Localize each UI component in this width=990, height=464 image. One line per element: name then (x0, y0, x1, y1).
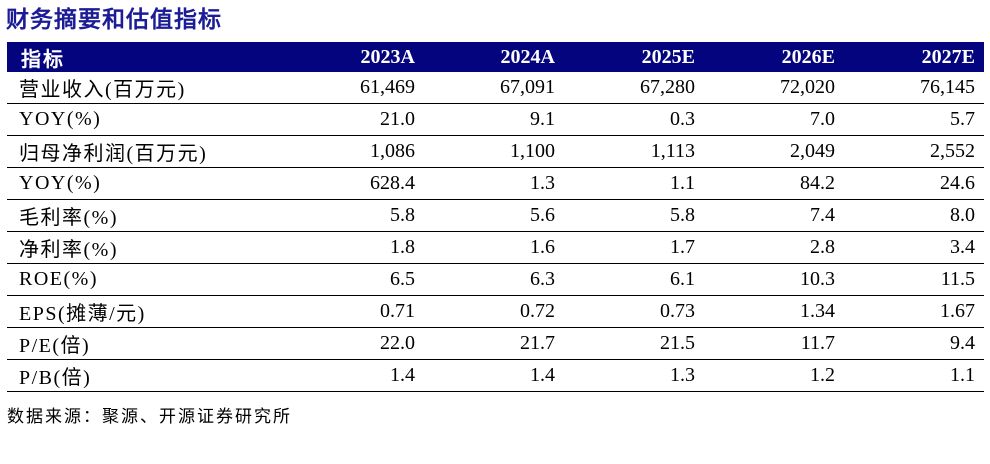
row-value: 5.8 (284, 199, 424, 232)
row-value: 2,552 (844, 135, 984, 168)
row-label: P/B(倍) (7, 359, 284, 392)
column-header-2025e: 2025E (564, 42, 704, 72)
row-label: P/E(倍) (7, 327, 284, 360)
row-value: 1.1 (844, 359, 984, 392)
column-header-2024a: 2024A (424, 42, 564, 72)
row-value: 1.4 (424, 359, 564, 392)
row-value: 61,469 (284, 72, 424, 104)
row-value: 21.7 (424, 327, 564, 360)
row-label: ROE(%) (7, 263, 284, 296)
row-value: 11.7 (704, 327, 844, 360)
row-label: 营业收入(百万元) (7, 72, 284, 104)
table-header: 指标 2023A 2024A 2025E 2026E 2027E (7, 42, 984, 72)
row-label: 归母净利润(百万元) (7, 135, 284, 168)
row-value: 1.8 (284, 231, 424, 264)
table-body: 营业收入(百万元) 61,469 67,091 67,280 72,020 76,145 Y… (7, 72, 984, 392)
row-value: 2.8 (704, 231, 844, 264)
table-row: 营业收入(百万元) 61,469 67,091 67,280 72,020 76,145 (7, 72, 984, 104)
row-label: YOY(%) (7, 167, 284, 200)
row-value: 7.4 (704, 199, 844, 232)
table-row: ROE(%) 6.5 6.3 6.1 10.3 11.5 (7, 263, 984, 296)
row-value: 11.5 (844, 263, 984, 296)
row-value: 72,020 (704, 72, 844, 104)
table-row: P/E(倍) 22.0 21.7 21.5 11.7 9.4 (7, 327, 984, 360)
row-label: EPS(摊薄/元) (7, 295, 284, 328)
row-value: 1.2 (704, 359, 844, 392)
row-value: 628.4 (284, 167, 424, 200)
row-value: 10.3 (704, 263, 844, 296)
row-value: 1.4 (284, 359, 424, 392)
row-value: 24.6 (844, 167, 984, 200)
row-label: 净利率(%) (7, 231, 284, 264)
report-table-section: 财务摘要和估值指标 指标 2023A 2024A 2025E 2026E 2027E 营业… (6, 7, 984, 426)
row-value: 84.2 (704, 167, 844, 200)
financial-table: 指标 2023A 2024A 2025E 2026E 2027E 营业收入(百万元) 61,… (7, 42, 984, 392)
row-value: 22.0 (284, 327, 424, 360)
row-value: 0.72 (424, 295, 564, 328)
row-value: 9.1 (424, 103, 564, 136)
table-row: YOY(%) 628.4 1.3 1.1 84.2 24.6 (7, 167, 984, 200)
row-value: 5.6 (424, 199, 564, 232)
table-row: 净利率(%) 1.8 1.6 1.7 2.8 3.4 (7, 231, 984, 264)
row-value: 1.67 (844, 295, 984, 328)
row-label: 毛利率(%) (7, 199, 284, 232)
table-row: 归母净利润(百万元) 1,086 1,100 1,113 2,049 2,552 (7, 135, 984, 168)
row-value: 21.5 (564, 327, 704, 360)
row-value: 1.7 (564, 231, 704, 264)
row-value: 1.6 (424, 231, 564, 264)
row-value: 1.1 (564, 167, 704, 200)
row-value: 67,280 (564, 72, 704, 104)
row-value: 8.0 (844, 199, 984, 232)
row-value: 1.3 (424, 167, 564, 200)
column-header-metric: 指标 (7, 42, 284, 72)
column-header-2023a: 2023A (284, 42, 424, 72)
table-header-row: 指标 2023A 2024A 2025E 2026E 2027E (7, 42, 984, 72)
table-row: EPS(摊薄/元) 0.71 0.72 0.73 1.34 1.67 (7, 295, 984, 328)
row-value: 0.71 (284, 295, 424, 328)
page-title: 财务摘要和估值指标 (6, 7, 222, 32)
row-value: 6.3 (424, 263, 564, 296)
row-value: 67,091 (424, 72, 564, 104)
row-value: 6.1 (564, 263, 704, 296)
row-value: 9.4 (844, 327, 984, 360)
row-value: 2,049 (704, 135, 844, 168)
row-value: 1.3 (564, 359, 704, 392)
column-header-2026e: 2026E (704, 42, 844, 72)
row-value: 6.5 (284, 263, 424, 296)
row-value: 1.34 (704, 295, 844, 328)
row-value: 0.3 (564, 103, 704, 136)
table-row: P/B(倍) 1.4 1.4 1.3 1.2 1.1 (7, 359, 984, 392)
row-value: 3.4 (844, 231, 984, 264)
table-row: YOY(%) 21.0 9.1 0.3 7.0 5.7 (7, 103, 984, 136)
row-value: 0.73 (564, 295, 704, 328)
row-value: 1,086 (284, 135, 424, 168)
source-note: 数据来源：聚源、开源证券研究所 (7, 407, 292, 426)
table-row: 毛利率(%) 5.8 5.6 5.8 7.4 8.0 (7, 199, 984, 232)
row-value: 7.0 (704, 103, 844, 136)
row-value: 1,113 (564, 135, 704, 168)
row-value: 1,100 (424, 135, 564, 168)
row-label: YOY(%) (7, 103, 284, 136)
column-header-2027e: 2027E (844, 42, 984, 72)
row-value: 5.8 (564, 199, 704, 232)
row-value: 21.0 (284, 103, 424, 136)
row-value: 76,145 (844, 72, 984, 104)
row-value: 5.7 (844, 103, 984, 136)
